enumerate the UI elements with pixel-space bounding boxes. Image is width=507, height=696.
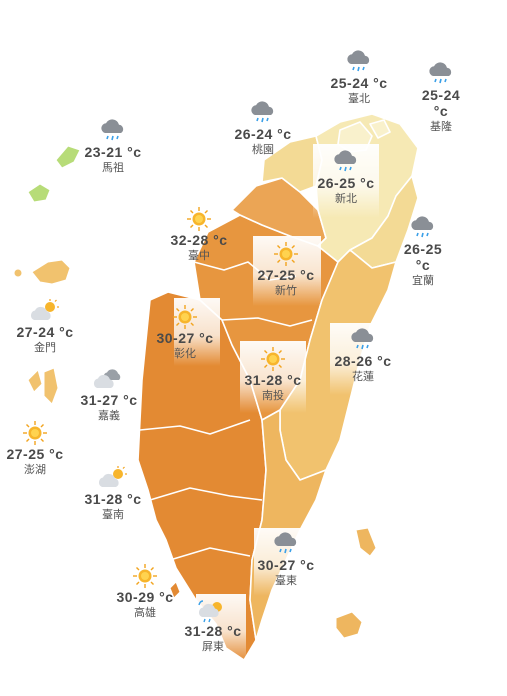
city-taipei[interactable]: 25-24 °c 臺北 <box>314 49 404 106</box>
region-chiayi-border <box>139 419 263 561</box>
city-temp: 26-25 °c <box>317 175 375 191</box>
region-keelung <box>369 119 391 139</box>
sun-rain-icon <box>196 597 230 623</box>
partly-sunny-icon <box>28 298 62 324</box>
city-newtaipei[interactable]: 26-25 °c 新北 <box>301 149 391 206</box>
city-kinmen[interactable]: 27-24 °c 金門 <box>0 298 90 355</box>
island-kinmen <box>31 259 71 285</box>
city-taitung[interactable]: 30-27 °c 臺東 <box>241 531 331 588</box>
island-penghu-1 <box>27 369 43 393</box>
city-name: 屏東 <box>202 641 224 653</box>
island-orchid <box>335 611 363 639</box>
city-temp: 31-28 °c <box>84 491 142 507</box>
island-greenisland <box>355 527 377 557</box>
city-temp: 28-26 °c <box>334 353 392 369</box>
city-temp: 31-28 °c <box>184 623 242 639</box>
city-taoyuan[interactable]: 26-24 °c 桃園 <box>218 100 308 157</box>
city-kaohsiung[interactable]: 30-29 °c 高雄 <box>100 563 190 620</box>
city-temp: 25-24 °c <box>330 75 388 91</box>
city-changhua[interactable]: 30-27 °c 彰化 <box>140 304 230 361</box>
city-name: 高雄 <box>134 607 156 619</box>
sun-icon <box>256 346 290 372</box>
rain-cloud-icon <box>246 100 280 126</box>
city-chiayi[interactable]: 31-27 °c 嘉義 <box>64 366 154 423</box>
sun-icon <box>269 241 303 267</box>
city-name: 基隆 <box>430 121 452 133</box>
island-penghu-2 <box>43 367 59 405</box>
city-taichung[interactable]: 32-28 °c 臺中 <box>154 206 244 263</box>
city-name: 新北 <box>335 193 357 205</box>
city-name: 金門 <box>34 342 56 354</box>
city-nantou[interactable]: 31-28 °c 南投 <box>228 346 318 403</box>
city-temp: 27-25 °c <box>6 446 64 462</box>
city-temp: 27-25 °c <box>257 267 315 283</box>
island-liuqiu <box>169 581 181 599</box>
city-name: 宜蘭 <box>412 275 434 287</box>
city-penghu[interactable]: 27-25 °c 澎湖 <box>0 420 80 477</box>
city-tainan[interactable]: 31-28 °c 臺南 <box>68 465 158 522</box>
sun-icon <box>168 304 202 330</box>
city-temp: 25-24 °c <box>421 87 461 119</box>
city-temp: 30-27 °c <box>257 557 315 573</box>
city-temp: 27-24 °c <box>16 324 74 340</box>
city-name: 臺南 <box>102 509 124 521</box>
city-temp: 26-24 °c <box>234 126 292 142</box>
sun-icon <box>128 563 162 589</box>
city-pingtung[interactable]: 31-28 °c 屏東 <box>168 597 258 654</box>
city-temp: 23-21 °c <box>84 144 142 160</box>
island-matsu-2 <box>27 183 51 203</box>
sun-icon <box>18 420 52 446</box>
city-temp: 30-29 °c <box>116 589 174 605</box>
city-name: 新竹 <box>275 285 297 297</box>
partly-sunny-icon <box>96 465 130 491</box>
city-name: 馬祖 <box>102 162 124 174</box>
island-kinmen-small <box>13 268 23 278</box>
rain-cloud-icon <box>406 215 440 241</box>
city-name: 澎湖 <box>24 464 46 476</box>
rain-cloud-icon <box>346 327 380 353</box>
rain-cloud-icon <box>96 118 130 144</box>
island-matsu-1 <box>55 145 81 169</box>
city-name: 嘉義 <box>98 410 120 422</box>
city-name: 臺北 <box>348 93 370 105</box>
city-temp: 32-28 °c <box>170 232 228 248</box>
city-name: 南投 <box>262 390 284 402</box>
city-name: 臺東 <box>275 575 297 587</box>
rain-cloud-icon <box>329 149 363 175</box>
city-name: 桃園 <box>252 144 274 156</box>
city-yilan[interactable]: 26-25 °c 宜蘭 <box>378 215 468 288</box>
city-temp: 30-27 °c <box>156 330 214 346</box>
rain-cloud-icon <box>424 61 458 87</box>
rain-cloud-icon <box>269 531 303 557</box>
city-name: 彰化 <box>174 348 196 360</box>
sun-icon <box>182 206 216 232</box>
city-temp: 26-25 °c <box>403 241 443 273</box>
cloudy-icon <box>92 366 126 392</box>
city-name: 花蓮 <box>352 371 374 383</box>
city-hsinchu[interactable]: 27-25 °c 新竹 <box>241 241 331 298</box>
city-matsu[interactable]: 23-21 °c 馬祖 <box>68 118 158 175</box>
city-hualien[interactable]: 28-26 °c 花蓮 <box>318 327 408 384</box>
city-temp: 31-27 °c <box>80 392 138 408</box>
rain-cloud-icon <box>342 49 376 75</box>
city-name: 臺中 <box>188 250 210 262</box>
city-keelung[interactable]: 25-24 °c 基隆 <box>396 61 486 134</box>
city-temp: 31-28 °c <box>244 372 302 388</box>
